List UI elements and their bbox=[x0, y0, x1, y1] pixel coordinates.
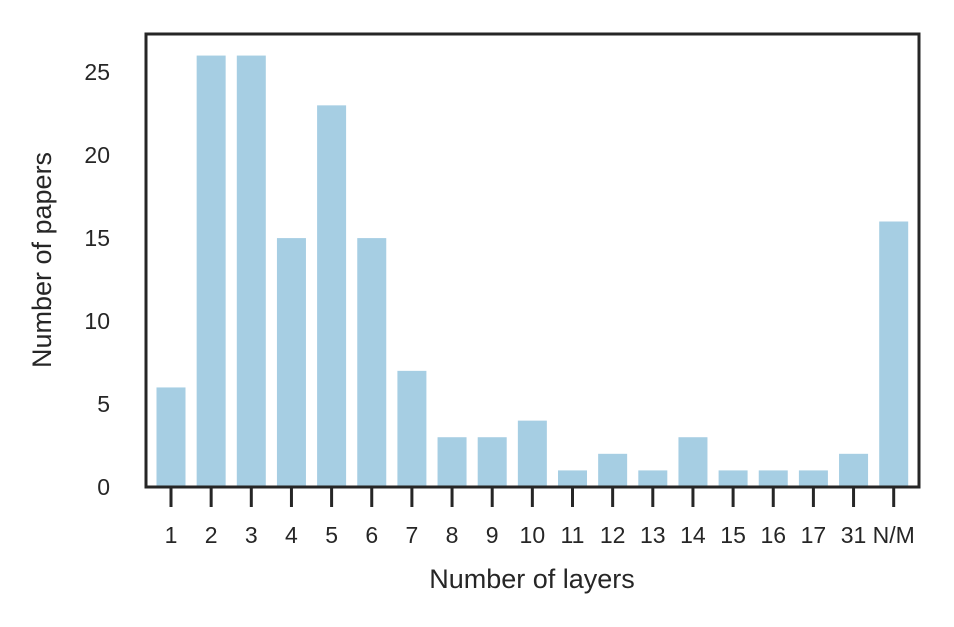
y-tick-label: 10 bbox=[84, 308, 110, 334]
x-tick-label: 16 bbox=[760, 522, 786, 548]
y-tick-label: 15 bbox=[84, 225, 110, 251]
y-tick-label: 20 bbox=[84, 142, 110, 168]
x-tick-label: 8 bbox=[446, 522, 459, 548]
x-tick-label: 2 bbox=[205, 522, 218, 548]
x-tick-label: 12 bbox=[600, 522, 626, 548]
bar-1 bbox=[156, 387, 186, 487]
x-tick-label: 5 bbox=[325, 522, 338, 548]
bar-14 bbox=[678, 437, 708, 487]
bar-17 bbox=[798, 470, 828, 487]
x-tick-label: 10 bbox=[520, 522, 546, 548]
x-tick-label: 13 bbox=[640, 522, 666, 548]
bar-6 bbox=[357, 238, 387, 487]
bar-nm bbox=[879, 221, 909, 487]
bar-13 bbox=[638, 470, 668, 487]
bar-3 bbox=[236, 55, 266, 487]
x-tick-label: 11 bbox=[561, 522, 585, 548]
x-tick-label: 31 bbox=[841, 522, 867, 548]
x-tick-label: 6 bbox=[365, 522, 378, 548]
x-tick-label: 17 bbox=[801, 522, 827, 548]
x-tick-label: 4 bbox=[285, 522, 298, 548]
x-tick-label: 14 bbox=[680, 522, 706, 548]
bar-4 bbox=[276, 238, 306, 487]
y-tick-label: 5 bbox=[97, 391, 110, 417]
bar-5 bbox=[317, 105, 347, 487]
x-tick-label: 3 bbox=[245, 522, 258, 548]
x-tick-label: 9 bbox=[486, 522, 499, 548]
bar-10 bbox=[517, 420, 547, 487]
bar-2 bbox=[196, 55, 226, 487]
x-tick-label: 7 bbox=[406, 522, 419, 548]
bars-group bbox=[156, 55, 909, 487]
bar-9 bbox=[477, 437, 507, 487]
bar-12 bbox=[598, 453, 628, 487]
bar-11 bbox=[558, 470, 587, 487]
bar-31 bbox=[839, 453, 869, 487]
x-axis-title: Number of layers bbox=[429, 564, 635, 594]
y-tick-label: 25 bbox=[84, 59, 110, 85]
y-axis-title: Number of papers bbox=[27, 152, 57, 368]
x-tick-label: N/M bbox=[873, 522, 915, 548]
x-tick-label: 15 bbox=[720, 522, 746, 548]
bar-16 bbox=[758, 470, 788, 487]
y-tick-label: 0 bbox=[97, 474, 110, 500]
bar-8 bbox=[437, 437, 467, 487]
bar-15 bbox=[718, 470, 748, 487]
x-tick-label: 1 bbox=[165, 522, 178, 548]
plot-frame bbox=[144, 32, 921, 489]
y-axis: 0 5 10 15 20 25 bbox=[84, 59, 110, 500]
bar-7 bbox=[397, 370, 427, 487]
x-axis: 1 2 3 4 5 6 7 8 9 10 11 12 13 14 15 16 17 31 N/M bbox=[165, 488, 915, 548]
